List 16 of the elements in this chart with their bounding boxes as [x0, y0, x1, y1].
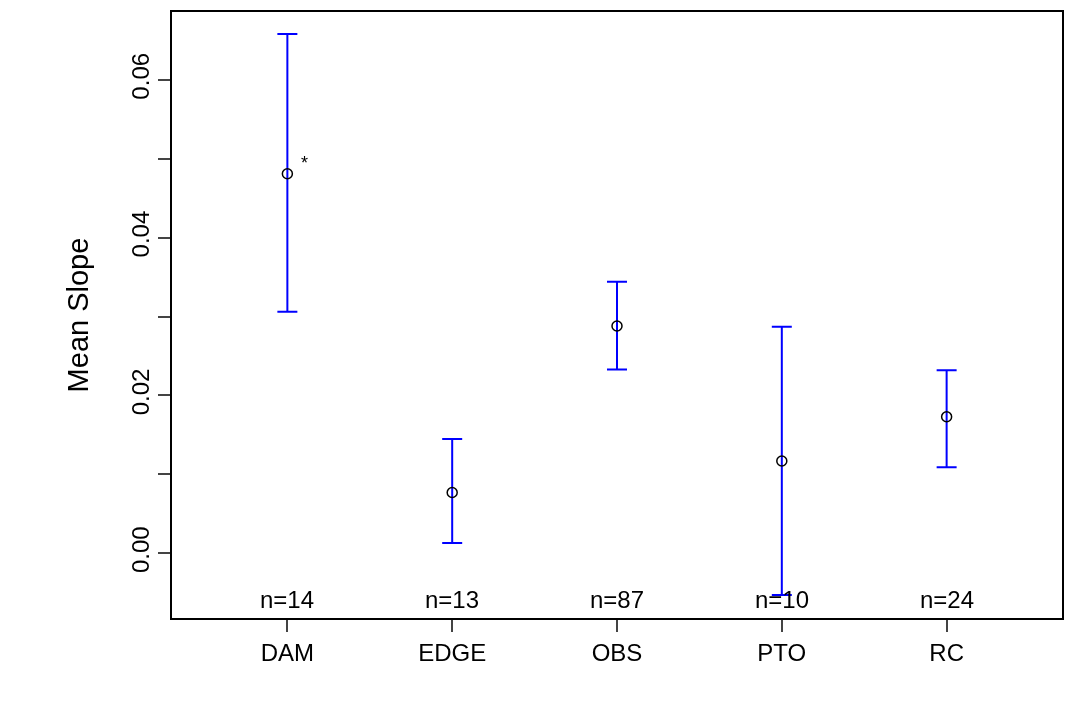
annotation: n=13 [425, 586, 480, 613]
annotation: n=87 [590, 586, 645, 613]
x-tick-label: DAM [260, 638, 315, 666]
x-tick-label: OBS [591, 638, 643, 666]
y-tick-label: 0.00 [126, 526, 154, 574]
y-tick-label: 0.06 [126, 52, 154, 100]
y-tick-label: 0.02 [126, 368, 154, 416]
y-tick-label: 0.04 [126, 210, 154, 258]
y-axis-title: Mean Slope [61, 237, 94, 393]
annotation: n=24 [920, 586, 975, 613]
annotation: n=10 [755, 586, 810, 613]
x-tick-label: EDGE [418, 638, 487, 666]
x-tick-label: PTO [757, 638, 807, 666]
x-tick-label: RC [929, 638, 964, 666]
annotation: * [301, 153, 309, 173]
annotation: n=14 [260, 586, 315, 613]
